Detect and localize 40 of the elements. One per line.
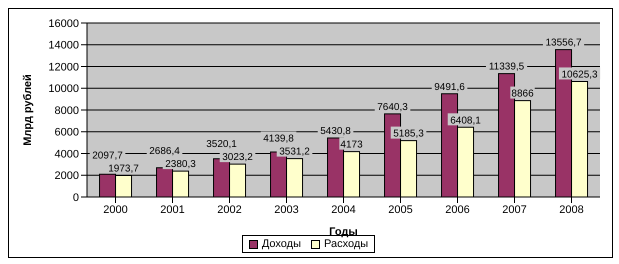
- y-tick-label: 0: [72, 192, 79, 204]
- legend-label: Доходы: [260, 238, 301, 250]
- y-axis-title: Млрд рублей: [22, 74, 34, 146]
- y-tick-label: 6000: [54, 126, 79, 139]
- data-label: 13556,7: [545, 38, 582, 49]
- data-label: 4139,8: [263, 134, 294, 145]
- x-tick-label: 2002: [217, 204, 242, 216]
- data-label: 11339,5: [488, 62, 525, 73]
- data-label: 8866: [511, 88, 534, 100]
- data-label: 4173: [340, 140, 364, 151]
- y-tick-label: 2000: [54, 170, 79, 182]
- y-tick-label: 10000: [48, 83, 79, 96]
- x-tick-label: 2000: [103, 204, 128, 216]
- data-label: 2097,7: [92, 150, 124, 162]
- y-tick-label: 14000: [48, 40, 79, 52]
- y-tick-label: 16000: [48, 18, 79, 30]
- y-tick-label: 12000: [48, 61, 79, 74]
- data-label: 10625,3: [561, 69, 598, 80]
- x-tick-label: 2006: [445, 204, 470, 216]
- data-label: 3520,1: [206, 139, 238, 150]
- y-tick-label: 4000: [54, 148, 79, 160]
- x-axis-title: Годы: [329, 226, 358, 238]
- data-label: 2686,4: [149, 146, 180, 158]
- x-tick-label: 2007: [502, 204, 527, 216]
- x-tick-label: 2003: [274, 204, 299, 216]
- data-label: 6408,1: [450, 115, 482, 126]
- data-label: 1973,7: [108, 164, 140, 175]
- x-tick-label: 2001: [160, 204, 185, 216]
- data-label: 2380,3: [165, 159, 196, 170]
- x-tick-label: 2004: [331, 204, 356, 216]
- data-label: 7640,3: [377, 102, 408, 113]
- x-tick-label: 2005: [388, 204, 413, 216]
- data-label: 3531,2: [279, 146, 310, 158]
- data-label: 9491,6: [434, 82, 466, 93]
- x-tick-label: 2008: [559, 204, 584, 216]
- data-label: 3023,2: [222, 152, 254, 164]
- data-label: 5185,3: [393, 128, 424, 140]
- legend-label: Расходы: [322, 238, 368, 250]
- data-label: 5430,8: [320, 126, 352, 137]
- y-tick-label: 8000: [54, 104, 79, 117]
